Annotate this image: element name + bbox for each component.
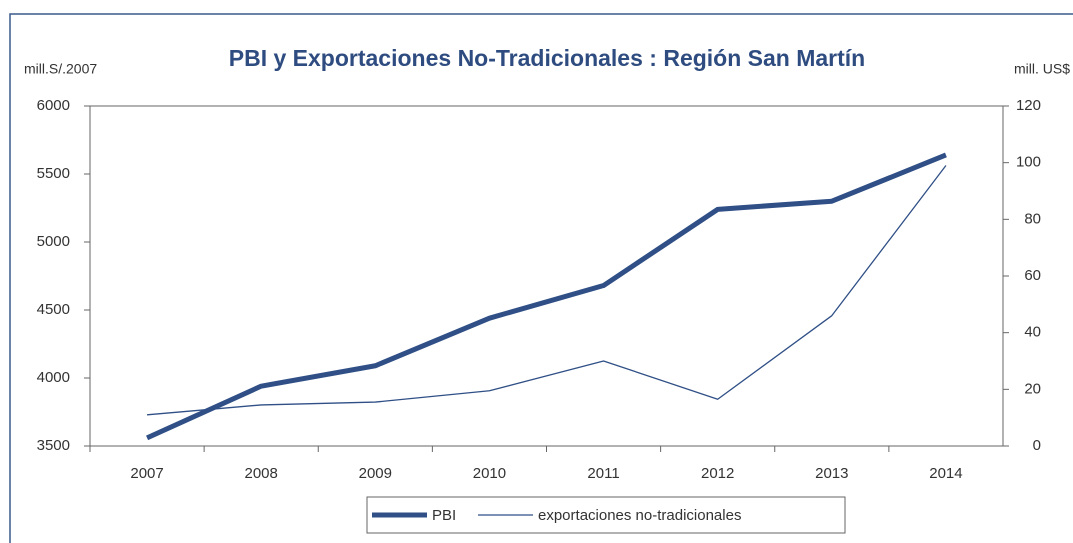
y2-tick-label: 120 bbox=[1016, 97, 1041, 114]
y2-tick-label: 60 bbox=[1024, 267, 1041, 284]
y2-tick-label: 80 bbox=[1024, 210, 1041, 227]
chart-title: PBI y Exportaciones No-Tradicionales : R… bbox=[229, 45, 865, 71]
x-tick-label: 2008 bbox=[245, 465, 278, 482]
x-tick-label: 2012 bbox=[701, 465, 734, 482]
y-axis-label: mill.S/.2007 bbox=[24, 61, 97, 77]
y-tick-label: 5500 bbox=[37, 165, 70, 182]
x-tick-label: 2009 bbox=[359, 465, 392, 482]
x-tick-label: 2007 bbox=[130, 465, 163, 482]
legend bbox=[366, 496, 846, 534]
y2-tick-label: 20 bbox=[1024, 380, 1041, 397]
frame bbox=[9, 13, 1073, 543]
series-line bbox=[146, 152, 947, 441]
x-tick-label: 2014 bbox=[929, 465, 962, 482]
legend-label: PBI bbox=[432, 507, 456, 524]
y2-axis-label: mill. US$ bbox=[1014, 61, 1070, 77]
y-tick-label: 6000 bbox=[37, 97, 70, 114]
y-tick-label: 3500 bbox=[37, 437, 70, 454]
y2-tick-label: 100 bbox=[1016, 154, 1041, 171]
x-tick-label: 2013 bbox=[815, 465, 848, 482]
y-tick-label: 4000 bbox=[37, 369, 70, 386]
plot-area bbox=[89, 105, 1004, 447]
legend-label: exportaciones no-tradicionales bbox=[538, 507, 741, 524]
series-line bbox=[147, 165, 947, 416]
x-tick-label: 2011 bbox=[587, 465, 619, 482]
x-tick-label: 2010 bbox=[473, 465, 506, 482]
y2-tick-label: 40 bbox=[1024, 324, 1041, 341]
y2-tick-label: 0 bbox=[1033, 437, 1041, 454]
y-tick-label: 5000 bbox=[37, 233, 70, 250]
y-tick-label: 4500 bbox=[37, 301, 70, 318]
